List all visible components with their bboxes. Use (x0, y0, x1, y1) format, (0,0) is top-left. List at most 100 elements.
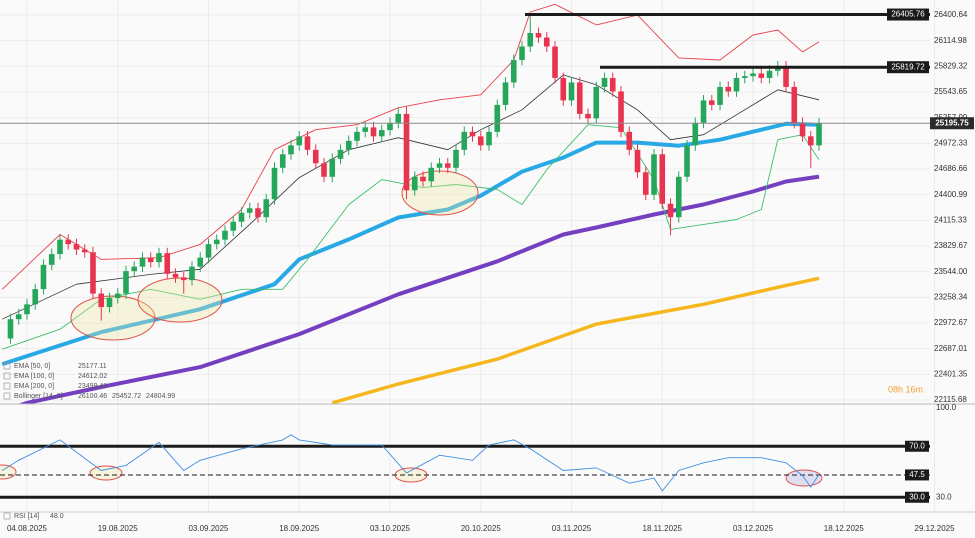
candle-body (279, 154, 286, 168)
y-tick-label: 24115.33 (934, 215, 967, 224)
highlight-ellipse (89, 465, 123, 481)
highlight-ellipse (137, 277, 223, 323)
x-tick-label: 19.08.2025 (98, 524, 139, 533)
y-tick-label: 26114.98 (934, 36, 967, 45)
grid (0, 0, 936, 512)
rsi-line (1, 434, 820, 492)
x-tick-label: 03.11.2025 (552, 524, 592, 533)
candle-body (329, 158, 336, 177)
level-label: 25819.72 (891, 62, 925, 71)
candle-body (667, 203, 674, 218)
candle-body (15, 314, 22, 320)
candle-body (296, 136, 303, 146)
legend-icon (3, 392, 11, 400)
candle-body (717, 86, 723, 105)
candle-body (321, 163, 327, 177)
candle-body (783, 66, 789, 87)
level-label-box (887, 61, 929, 74)
level-label-box (905, 440, 929, 452)
candle-body (362, 127, 369, 132)
legend-value: 26100.46 (78, 393, 107, 400)
level-label: 30.0 (909, 492, 925, 501)
legend-value: 23499.41 (78, 383, 107, 390)
candle-body (156, 253, 162, 263)
candles (7, 15, 822, 344)
legend-value: 25452.72 (112, 393, 141, 400)
candle-body (576, 82, 583, 114)
candle-body (32, 289, 39, 305)
y-tick-label: 22687.01 (934, 344, 968, 353)
legend-label: Bollinger [14, 2] (14, 393, 63, 400)
y-tick-label: 22115.68 (934, 395, 967, 404)
candle-body (708, 100, 715, 105)
candle-body (387, 122, 393, 131)
y-tick-label: 30.0 (936, 492, 952, 501)
candle-body (213, 239, 220, 245)
candle-body (684, 145, 690, 177)
y-tick-label: 25829.32 (934, 61, 968, 70)
candle-body (197, 257, 204, 267)
legend-label: EMA [100, 0] (14, 373, 54, 380)
candle-body (510, 59, 517, 83)
candle-body (428, 167, 435, 182)
level-label: 26405.76 (891, 10, 925, 19)
candle-body (131, 266, 138, 272)
level-label: 47.5 (909, 470, 925, 479)
candle-body (585, 113, 591, 119)
candle-body (255, 208, 261, 218)
candle-body (139, 257, 146, 267)
price-indicators (1, 3, 820, 404)
candle-body (750, 73, 756, 77)
level-label: 70.0 (909, 441, 925, 450)
candle-body (659, 154, 666, 204)
x-tick-label: 03.09.2025 (188, 524, 229, 533)
annotations (70, 170, 479, 341)
candle-body (651, 154, 657, 195)
legend-value: 48.0 (50, 513, 64, 520)
y-tick-label: 24972.33 (934, 138, 968, 147)
x-tick-label: 20.10.2025 (461, 524, 502, 533)
last-price-label: 25195.75 (935, 118, 969, 127)
y-tick-label: 22401.35 (934, 369, 968, 378)
candle-body (345, 140, 352, 150)
candle-body (469, 131, 476, 137)
legend-label: EMA [200, 0] (14, 383, 54, 390)
x-tick-label: 18.11.2025 (643, 524, 683, 533)
candle-body (486, 131, 492, 146)
candle-body (816, 123, 822, 146)
legend-icon (3, 362, 11, 370)
indicator-line (17, 174, 820, 404)
candle-body (444, 163, 451, 168)
countdown: 08h 16m (888, 384, 923, 394)
candle-body (494, 104, 501, 132)
candle-body (758, 73, 765, 78)
candle-body (378, 130, 385, 137)
indicator-line (331, 276, 820, 404)
legend: EMA [50, 0] 25177.11 EMA [100, 0] 24612.02 E… (3, 362, 175, 520)
candle-body (568, 82, 575, 101)
candle-body (692, 122, 699, 146)
level-label-box (887, 8, 929, 21)
candle-body (420, 176, 426, 182)
candle-body (618, 91, 624, 132)
candle-body (114, 293, 121, 299)
highlight-ellipse (0, 464, 17, 480)
candle-body (535, 33, 542, 38)
y-tick-label: 24686.66 (934, 164, 968, 173)
candle-body (205, 244, 212, 258)
candle-body (477, 136, 484, 146)
candle-body (634, 149, 641, 173)
candle-body (189, 266, 195, 281)
x-tick-label: 03.12.2025 (733, 524, 774, 533)
legend-label: EMA [50, 0] (14, 363, 50, 370)
y-tick-label: 23544.00 (934, 267, 968, 276)
candle-body (807, 136, 814, 146)
candle-body (741, 76, 748, 78)
candle-body (40, 264, 47, 290)
candle-body (519, 46, 525, 60)
candle-body (502, 82, 509, 105)
x-tick-label: 18.12.2025 (824, 524, 865, 533)
y-tick-label: 24400.99 (934, 190, 968, 199)
candle-body (106, 298, 113, 308)
candle-body (791, 86, 798, 123)
